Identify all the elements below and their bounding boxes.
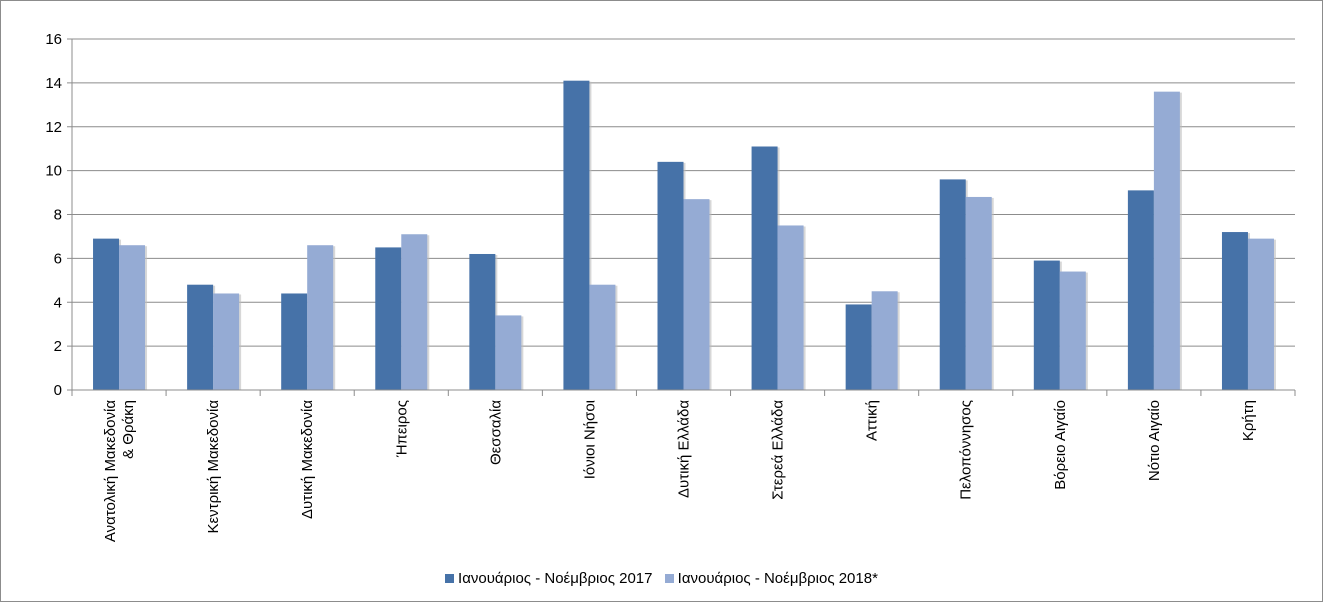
x-tick-label-line: Βόρειο Αιγαίο bbox=[1052, 400, 1069, 490]
bar-2017 bbox=[93, 238, 120, 390]
bar-2017 bbox=[469, 253, 496, 390]
x-tick-label: Αττική bbox=[864, 400, 881, 441]
bar-2017 bbox=[939, 179, 966, 390]
x-tick-label: Πελοπόννησος bbox=[958, 400, 975, 500]
bar-2018 bbox=[213, 293, 240, 390]
legend: Ιανουάριος - Νοέμβριος 2017 Ιανουάριος -… bbox=[0, 570, 1323, 587]
y-tick-label: 10 bbox=[45, 163, 62, 180]
x-tick-label-line: Πελοπόννησος bbox=[958, 400, 975, 500]
y-tick-label: 14 bbox=[45, 75, 62, 92]
bar-2018 bbox=[777, 225, 804, 390]
bar-2017 bbox=[187, 284, 214, 390]
bar-2017 bbox=[563, 80, 590, 391]
x-tick-label-line: Αττική bbox=[864, 400, 881, 441]
x-axis-ticks: Ανατολική Μακεδονία & Θράκη Κεντρική Μακεδ… bbox=[102, 400, 1257, 542]
x-tick-label: Κρήτη bbox=[1240, 400, 1257, 441]
bar-2017 bbox=[1221, 232, 1248, 390]
legend-label-2018: Ιανουάριος - Νοέμβριος 2018* bbox=[677, 570, 878, 587]
y-tick-label: 4 bbox=[54, 294, 62, 311]
y-axis-ticks: 0 2 4 6 8 10 12 14 16 bbox=[45, 31, 72, 399]
x-tick-label-line: Ανατολική Μακεδονία bbox=[102, 400, 119, 542]
y-tick-label: 16 bbox=[45, 31, 62, 48]
legend-swatch-2018 bbox=[664, 574, 674, 583]
bar-2018 bbox=[119, 245, 146, 390]
bar-2018 bbox=[683, 199, 710, 390]
x-tick-label: Βόρειο Αιγαίο bbox=[1052, 400, 1069, 490]
x-tick-label: Δυτική Ελλάδα bbox=[676, 400, 693, 498]
bar-2017 bbox=[1127, 190, 1154, 390]
y-tick-label: 6 bbox=[54, 250, 62, 267]
bar-2017 bbox=[657, 161, 684, 390]
axes bbox=[71, 39, 1296, 396]
x-tick-label: Στερεά Ελλάδα bbox=[770, 400, 787, 500]
bar-2018 bbox=[495, 315, 522, 390]
bar-2018 bbox=[965, 196, 992, 390]
legend-swatch-2017 bbox=[445, 574, 455, 583]
bar-2017 bbox=[751, 146, 778, 390]
bar-2018 bbox=[1153, 91, 1180, 391]
x-tick-label-line: Κρήτη bbox=[1240, 400, 1257, 441]
x-tick-label-line: Ήπειρος bbox=[393, 400, 410, 458]
y-tick-label: 12 bbox=[45, 119, 62, 136]
x-tick-label-line: Δυτική Ελλάδα bbox=[676, 400, 693, 498]
x-tick-label-line: Θεσσαλία bbox=[487, 400, 504, 465]
x-tick-label-line: Νότιο Αιγαίο bbox=[1146, 400, 1163, 481]
y-tick-label: 8 bbox=[54, 207, 62, 224]
legend-item-2018: Ιανουάριος - Νοέμβριος 2018* bbox=[664, 570, 878, 587]
bar-2017 bbox=[1033, 260, 1060, 390]
x-tick-label-line: Ιόνιοι Νήσοι bbox=[581, 400, 598, 479]
x-tick-label: Δυτική Μακεδονία bbox=[299, 400, 316, 519]
x-tick-label: Κεντρική Μακεδονία bbox=[205, 400, 222, 534]
bar-2017 bbox=[281, 293, 308, 390]
x-tick-label-line: & Θράκη bbox=[120, 400, 137, 459]
x-tick-label-line: Κεντρική Μακεδονία bbox=[205, 400, 222, 534]
y-tick-label: 2 bbox=[54, 338, 62, 355]
legend-item-2017: Ιανουάριος - Νοέμβριος 2017 bbox=[445, 570, 652, 587]
bar-2018 bbox=[871, 291, 898, 390]
x-tick-label: Ιόνιοι Νήσοι bbox=[581, 400, 598, 479]
y-tick-label: 0 bbox=[54, 382, 62, 399]
bar-2017 bbox=[375, 247, 402, 390]
bar-2018 bbox=[1059, 271, 1086, 390]
legend-label-2017: Ιανουάριος - Νοέμβριος 2017 bbox=[458, 570, 653, 587]
bar-2017 bbox=[845, 304, 872, 390]
x-tick-label: Ήπειρος bbox=[393, 400, 410, 458]
x-tick-label: Ανατολική Μακεδονία & Θράκη bbox=[102, 400, 137, 542]
x-tick-label-line: Στερεά Ελλάδα bbox=[770, 400, 787, 500]
bar-2018 bbox=[401, 234, 428, 390]
x-tick-label: Θεσσαλία bbox=[487, 400, 504, 465]
bar-2018 bbox=[307, 245, 334, 390]
x-tick-label: Νότιο Αιγαίο bbox=[1146, 400, 1163, 481]
bar-2018 bbox=[589, 284, 616, 390]
bars bbox=[93, 80, 1276, 391]
bar-2018 bbox=[1247, 238, 1274, 390]
x-tick-label-line: Δυτική Μακεδονία bbox=[299, 400, 316, 519]
